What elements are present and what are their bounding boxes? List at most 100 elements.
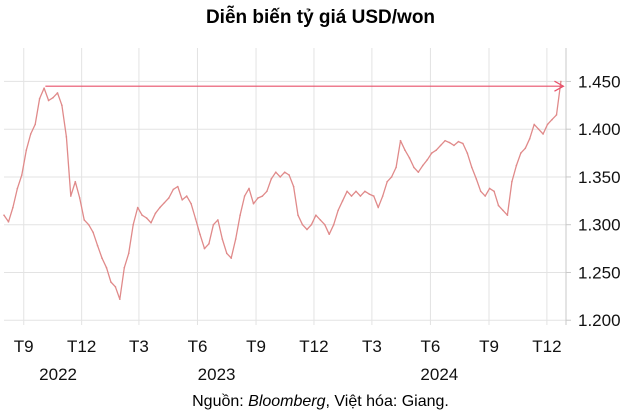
data-point	[56, 92, 59, 94]
data-point	[261, 195, 264, 197]
data-point	[78, 197, 81, 199]
data-point	[555, 114, 558, 116]
data-point	[61, 104, 63, 107]
data-point	[252, 202, 255, 205]
data-point	[506, 214, 509, 216]
data-point	[34, 123, 36, 126]
data-point	[323, 223, 326, 226]
data-point	[390, 176, 393, 178]
data-point	[87, 223, 90, 226]
y-tick-label: 1.400	[578, 120, 621, 139]
data-point	[386, 180, 388, 183]
data-point	[546, 123, 549, 126]
data-point	[511, 180, 513, 183]
data-point	[199, 233, 201, 236]
data-point	[65, 136, 68, 138]
data-point	[310, 223, 313, 226]
annotation-arrow	[45, 80, 565, 92]
data-point	[430, 152, 433, 154]
data-point	[439, 144, 442, 147]
data-point	[29, 133, 32, 135]
data-point	[145, 217, 148, 219]
data-point	[163, 201, 166, 204]
chart-title: Diễn biến tỷ giá USD/won	[205, 7, 436, 28]
data-point	[74, 180, 77, 183]
data-point	[3, 214, 5, 216]
data-point	[168, 197, 170, 199]
x-axis: T9 T12 T3 T6 T9 T12 T3 T6 T9 T12 2022 2023 2024	[14, 337, 562, 384]
x-tick-label: T3	[362, 337, 382, 356]
data-point	[7, 221, 10, 223]
data-point	[257, 197, 259, 199]
data-point	[315, 214, 317, 216]
data-point	[217, 219, 219, 221]
data-point	[337, 209, 339, 212]
data-point	[248, 187, 250, 190]
data-point	[426, 158, 429, 161]
data-point	[355, 190, 357, 193]
data-point	[301, 223, 304, 226]
data-point	[560, 80, 562, 83]
data-point	[524, 147, 527, 150]
y-tick-label: 1.450	[578, 72, 621, 91]
source-prefix: Nguồn:	[192, 393, 249, 410]
data-point	[404, 149, 406, 152]
data-point	[110, 281, 112, 283]
annotation-arrow-head	[554, 80, 565, 92]
data-point	[172, 188, 175, 191]
data-point	[105, 266, 108, 269]
data-point	[395, 166, 397, 169]
data-point	[292, 185, 295, 188]
data-point	[203, 247, 206, 250]
data-point	[266, 190, 268, 193]
data-point	[92, 231, 94, 234]
data-point	[43, 87, 45, 89]
data-point	[234, 238, 237, 240]
y-tick-label: 1.350	[578, 168, 621, 187]
x-tick-label: T12	[532, 337, 561, 356]
data-point	[408, 157, 411, 159]
data-point	[270, 178, 273, 180]
data-point	[52, 96, 54, 99]
data-point	[176, 185, 179, 188]
data-point	[377, 206, 380, 209]
x-year-label: 2024	[420, 365, 458, 384]
data-point	[520, 152, 522, 154]
data-point	[127, 252, 130, 255]
x-year-label: 2022	[39, 365, 77, 384]
x-tick-label: T6	[421, 337, 441, 356]
data-point	[359, 195, 362, 197]
data-point	[399, 139, 402, 142]
data-point	[372, 195, 375, 197]
data-point	[38, 97, 41, 100]
data-point	[21, 174, 23, 176]
data-point	[475, 178, 478, 180]
data-point	[364, 190, 366, 193]
data-point	[159, 206, 161, 209]
data-point	[444, 139, 446, 142]
data-point	[537, 128, 540, 130]
data-point	[132, 223, 135, 226]
x-tick-label: T3	[129, 337, 149, 356]
data-point	[479, 190, 482, 193]
series-line-path	[3, 81, 562, 300]
data-point	[96, 244, 99, 247]
data-point	[101, 257, 103, 259]
source-note: Nguồn: Bloomberg, Việt hóa: Giang.	[0, 393, 641, 411]
source-name: Bloomberg	[248, 393, 326, 410]
data-point	[150, 221, 152, 224]
source-suffix: , Việt hóa: Giang.	[325, 393, 449, 410]
data-point	[297, 214, 299, 216]
x-tick-label: T12	[67, 337, 96, 356]
data-point	[194, 218, 197, 220]
data-point	[154, 212, 157, 215]
data-point	[533, 123, 535, 126]
data-point	[493, 190, 495, 193]
x-tick-label: T9	[479, 337, 499, 356]
data-point	[141, 214, 143, 216]
x-tick-label: T6	[188, 337, 208, 356]
data-point	[70, 195, 72, 197]
data-point	[136, 206, 139, 209]
data-point	[350, 195, 353, 197]
